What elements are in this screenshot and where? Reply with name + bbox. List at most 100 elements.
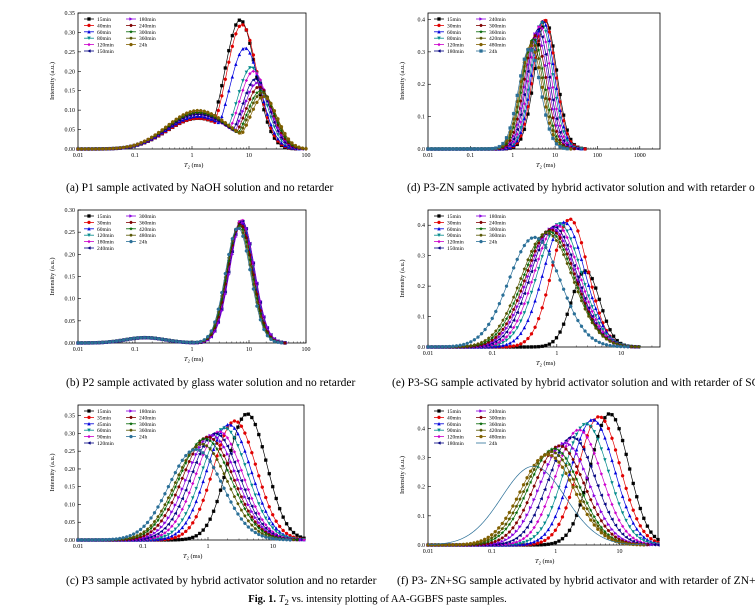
- data-point: [166, 500, 171, 505]
- data-point: [209, 329, 213, 333]
- data-point: [571, 469, 576, 474]
- data-point: [257, 511, 261, 516]
- y-tick-label: 0.20: [65, 252, 76, 258]
- data-point: [204, 468, 209, 473]
- data-point: [173, 511, 178, 516]
- data-point: [239, 517, 244, 521]
- data-point: [111, 146, 115, 151]
- data-point: [501, 293, 505, 297]
- legend-entry: 24h: [139, 240, 148, 246]
- data-point: [271, 485, 275, 489]
- data-point: [223, 121, 228, 125]
- legend-entry: 300min: [139, 214, 156, 220]
- caption-b: (b) P2 sample activated by glass water s…: [66, 377, 356, 389]
- data-point: [262, 91, 266, 95]
- x-axis-unit: (ms): [541, 558, 555, 565]
- data-point: [201, 479, 205, 484]
- data-point: [443, 543, 448, 547]
- data-point: [547, 342, 552, 346]
- legend-marker: [87, 49, 91, 53]
- legend: 15min40min60min80min120min150min180min24…: [84, 17, 156, 55]
- data-point: [526, 291, 530, 296]
- data-point: [177, 485, 181, 489]
- data-point: [567, 462, 572, 467]
- data-point: [107, 537, 111, 542]
- data-point: [519, 250, 523, 254]
- legend-marker: [129, 214, 133, 218]
- data-point: [561, 322, 566, 326]
- data-point: [264, 535, 268, 539]
- data-point: [500, 521, 505, 526]
- data-point: [251, 107, 256, 111]
- x-tick-label: 10: [270, 544, 276, 550]
- data-point: [590, 285, 594, 289]
- data-point: [279, 125, 284, 129]
- data-point: [631, 521, 635, 525]
- data-point: [211, 509, 216, 513]
- data-point: [258, 85, 263, 89]
- chart-panel-d: 0.01 0.1 1 10 100 1000 0.0 0.1 0.2 0.3 0.4 T2 (ms) I…: [399, 12, 661, 170]
- data-point: [451, 344, 455, 348]
- data-point: [237, 52, 242, 57]
- data-point: [192, 340, 196, 345]
- x-axis-label: T2 (ms): [535, 558, 554, 566]
- data-point: [276, 340, 280, 344]
- data-point: [433, 147, 437, 151]
- data-point: [525, 513, 529, 517]
- legend-entry: 240min: [489, 220, 506, 226]
- data-point: [536, 316, 541, 321]
- data-point: [132, 535, 136, 539]
- data-point: [565, 229, 569, 233]
- data-point: [240, 121, 245, 126]
- data-point: [617, 483, 621, 487]
- data-point: [241, 116, 245, 120]
- data-point: [585, 455, 589, 460]
- data-point: [574, 471, 579, 475]
- data-point: [472, 343, 477, 347]
- data-point: [234, 128, 238, 133]
- data-point: [190, 469, 195, 474]
- data-point: [583, 282, 587, 287]
- data-point: [529, 332, 534, 336]
- data-point: [613, 511, 618, 515]
- data-point: [195, 108, 199, 113]
- legend-marker: [87, 441, 91, 445]
- data-point: [543, 521, 547, 526]
- data-point: [551, 260, 555, 264]
- data-point: [560, 445, 565, 448]
- data-point: [246, 502, 251, 507]
- data-point: [244, 113, 249, 117]
- y-tick-label: 0.0: [418, 543, 426, 549]
- data-point: [611, 334, 616, 338]
- data-point: [118, 536, 122, 541]
- data-point: [504, 316, 509, 321]
- data-point: [528, 493, 533, 497]
- legend-marker: [437, 42, 441, 47]
- data-point: [250, 415, 254, 420]
- data-point: [188, 115, 192, 120]
- data-point: [111, 537, 115, 541]
- data-point: [190, 507, 195, 512]
- data-point: [243, 431, 247, 435]
- data-point: [522, 345, 527, 349]
- legend-entry: 360min: [139, 220, 156, 226]
- y-tick-label: 0.05: [65, 319, 76, 325]
- data-point: [191, 481, 195, 486]
- data-point: [539, 540, 543, 544]
- data-point: [76, 147, 80, 151]
- data-point: [128, 533, 132, 538]
- data-point: [544, 105, 548, 109]
- data-point: [426, 543, 430, 547]
- x-tick-label: 0.1: [488, 549, 496, 555]
- y-axis-label: Intensity (a.u.): [49, 257, 56, 295]
- x-tick-label: 1: [555, 351, 558, 357]
- legend-marker: [437, 246, 441, 250]
- data-point: [208, 477, 212, 481]
- data-point: [279, 133, 284, 137]
- data-point: [504, 136, 509, 140]
- data-point: [194, 486, 198, 491]
- data-point: [589, 418, 593, 422]
- x-axis-label: T2 (ms): [184, 356, 203, 364]
- data-point: [173, 485, 178, 489]
- series-420min: [426, 450, 646, 547]
